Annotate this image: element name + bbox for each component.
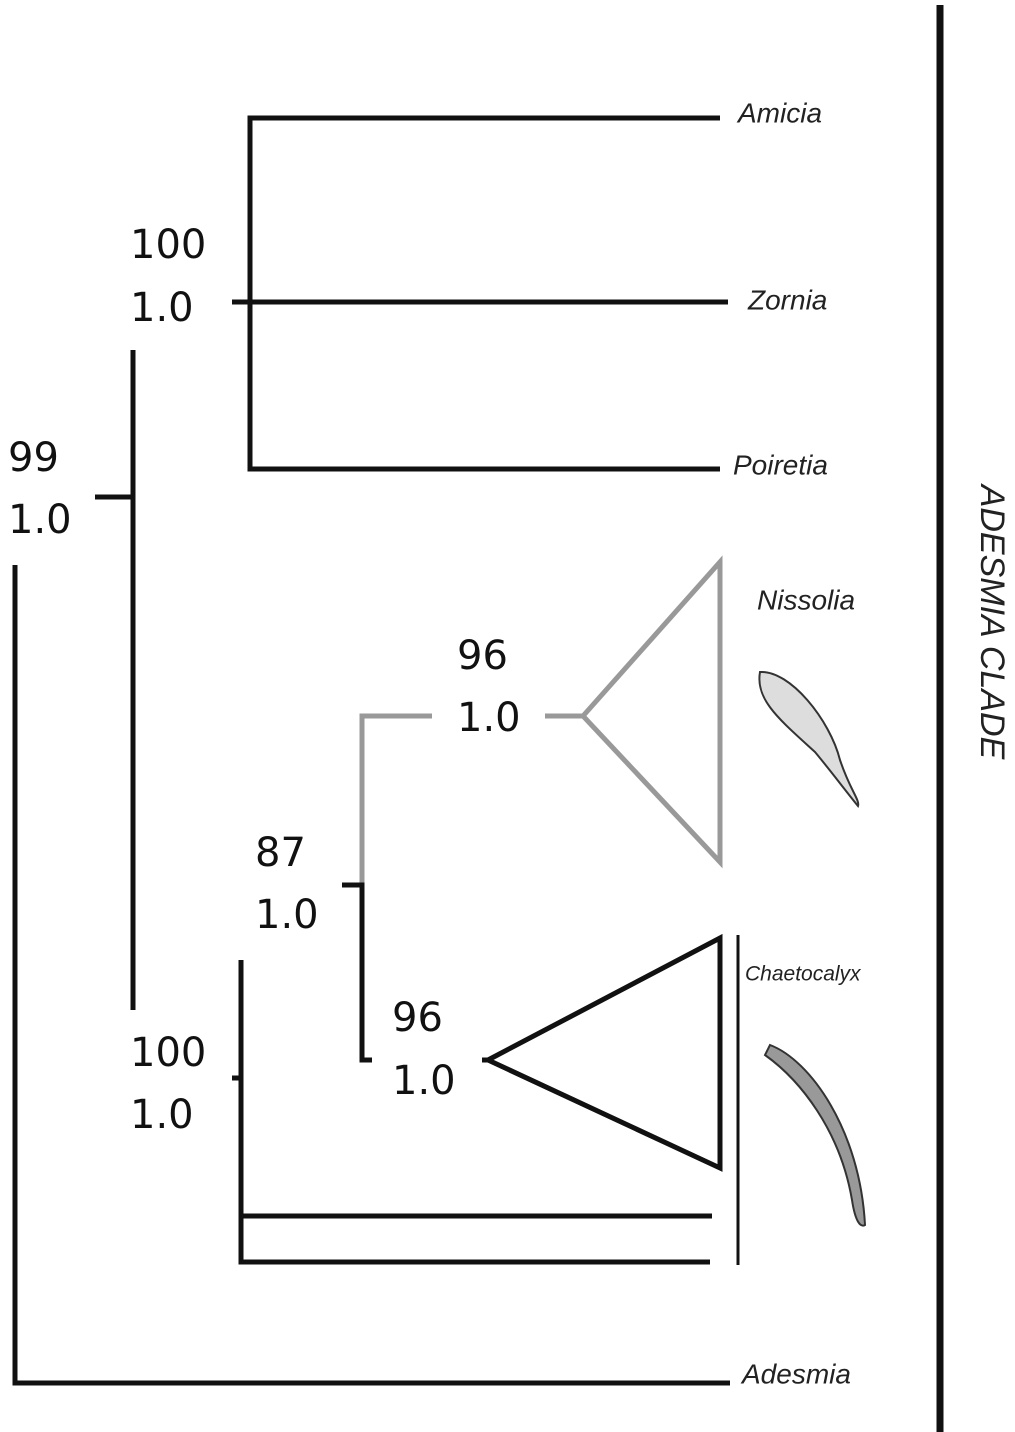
bootstrap: 96 xyxy=(457,633,508,679)
clade-label: ADESMIA CLADE xyxy=(973,483,1011,760)
phylogeny: Amicia Zornia Poiretia Nissolia Chaetoca… xyxy=(0,0,1015,1432)
posterior: 1.0 xyxy=(130,1092,194,1138)
posterior: 1.0 xyxy=(457,695,521,741)
taxon-label: Zornia xyxy=(747,284,827,315)
taxon-label: Adesmia xyxy=(740,1358,851,1389)
posterior: 1.0 xyxy=(8,497,72,543)
pod-illustrations xyxy=(759,672,865,1226)
posterior: 1.0 xyxy=(130,285,194,331)
bootstrap: 99 xyxy=(8,435,59,481)
bootstrap: 96 xyxy=(392,995,443,1041)
taxon-label: Poiretia xyxy=(733,449,828,480)
taxon-label: Nissolia xyxy=(757,584,855,615)
posterior: 1.0 xyxy=(255,892,319,938)
bootstrap: 100 xyxy=(130,1030,206,1076)
posterior: 1.0 xyxy=(392,1058,456,1104)
bootstrap: 100 xyxy=(130,222,206,268)
taxon-label: Amicia xyxy=(736,97,822,128)
taxon-label: Chaetocalyx xyxy=(745,963,862,986)
bootstrap: 87 xyxy=(255,830,306,876)
